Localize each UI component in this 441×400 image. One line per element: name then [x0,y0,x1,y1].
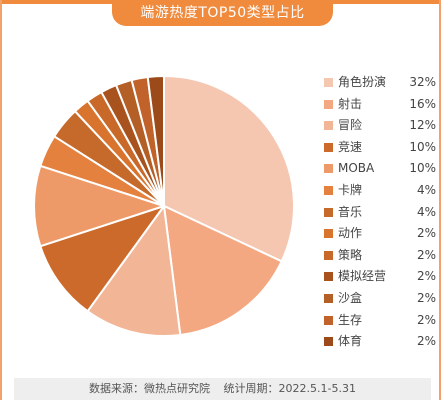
legend-item: 生存 2% [324,310,436,332]
legend-value: 2% [416,334,436,349]
pie-slices [33,75,295,337]
legend-item: 卡牌 4% [324,180,436,202]
pie-slice-2 [163,205,283,336]
legend-label: 动作 [338,226,363,241]
legend-item: 体育 2% [324,331,436,353]
legend-value: 32% [409,75,436,89]
legend-item: 沙盒 2% [324,288,436,310]
legend-swatch [324,293,333,303]
legend-item: 角色扮演 32% [324,72,436,94]
data-source: 数据来源：微热点研究院 [89,382,211,395]
legend-label: 音乐 [338,204,363,219]
legend-label: 卡牌 [338,182,363,197]
legend-value: 2% [416,290,436,305]
legend-item: 动作 2% [324,223,436,245]
legend-item: 模拟经营 2% [324,266,436,288]
legend-value: 2% [416,226,436,241]
banner-wing-left [2,0,112,4]
stat-period: 统计周期：2022.5.1-5.31 [223,382,356,395]
legend-swatch [324,164,333,174]
source-footer: 数据来源：微热点研究院 统计周期：2022.5.1-5.31 [14,378,431,400]
legend-value: 12% [409,118,436,133]
legend-value: 2% [416,312,436,327]
legend-item: 音乐 4% [324,202,436,224]
legend-item: 策略 2% [324,245,436,267]
legend-item: 竞速 10% [324,137,436,159]
legend-label: 角色扮演 [338,75,387,89]
legend-swatch [324,315,333,325]
legend-label: 生存 [338,312,363,327]
legend-swatch [324,99,333,109]
legend-label: 策略 [338,247,363,262]
legend-value: 10% [409,139,436,154]
legend-value: 10% [409,161,436,176]
legend-label: 体育 [338,334,363,349]
legend-value: 2% [416,247,436,262]
pie-slice-5 [33,164,165,248]
legend-item: 冒险 12% [324,115,436,137]
legend-swatch [324,185,333,195]
legend-label: 沙盒 [338,290,363,305]
chart-legend: 角色扮演 32% 射击 16% 冒险 12% 竞速 10% MOBA 10% 卡牌 4% 音乐 4% 动作 2… [324,72,436,353]
legend-swatch [324,78,333,87]
chart-title: 端游热度TOP50类型占比 [112,0,333,26]
legend-label: 射击 [338,96,363,111]
pie-slice-4 [39,205,165,313]
legend-value: 2% [416,269,436,284]
legend-swatch [324,250,333,260]
legend-swatch [324,337,333,347]
legend-swatch [324,207,333,217]
pie-slice-3 [86,205,182,337]
legend-label: 模拟经营 [338,269,387,284]
legend-item: 射击 16% [324,94,436,116]
legend-swatch [324,121,333,131]
pie-slice-1 [163,75,295,263]
banner-wing-right [333,0,439,4]
legend-item: MOBA 10% [324,158,436,180]
legend-label: MOBA [338,161,375,176]
legend-label: 竞速 [338,139,363,154]
legend-swatch [324,272,333,282]
legend-swatch [324,142,333,152]
legend-label: 冒险 [338,118,363,133]
legend-value: 4% [416,204,436,219]
legend-value: 16% [409,96,436,111]
legend-value: 4% [416,182,436,197]
pie-slice-13 [146,75,165,207]
legend-swatch [324,229,333,239]
